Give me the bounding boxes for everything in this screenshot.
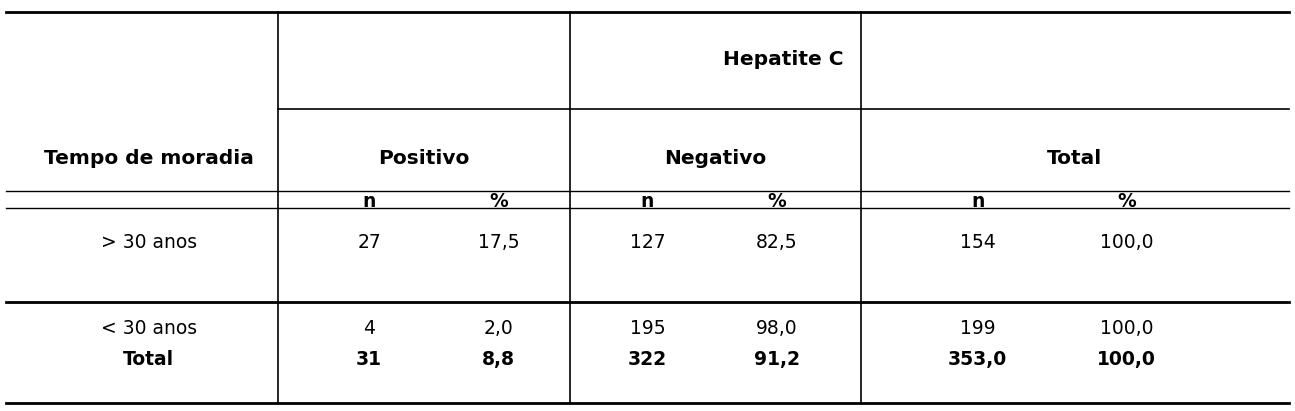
- Text: Negativo: Negativo: [664, 149, 767, 168]
- Text: %: %: [768, 192, 786, 211]
- Text: 82,5: 82,5: [756, 233, 798, 252]
- Text: Total: Total: [1048, 149, 1102, 168]
- Text: 127: 127: [629, 233, 666, 252]
- Text: Hepatite C: Hepatite C: [723, 50, 844, 69]
- Text: n: n: [363, 192, 376, 211]
- Text: 100,0: 100,0: [1097, 350, 1156, 369]
- Text: 91,2: 91,2: [754, 350, 800, 369]
- Text: 27: 27: [357, 233, 381, 252]
- Text: 100,0: 100,0: [1099, 319, 1154, 338]
- Text: Total: Total: [123, 350, 175, 369]
- Text: 199: 199: [960, 319, 996, 338]
- Text: > 30 anos: > 30 anos: [101, 233, 197, 252]
- Text: n: n: [641, 192, 654, 211]
- Text: 322: 322: [628, 350, 667, 369]
- Text: 154: 154: [960, 233, 996, 252]
- Text: < 30 anos: < 30 anos: [101, 319, 197, 338]
- Text: %: %: [1118, 192, 1136, 211]
- Text: 100,0: 100,0: [1099, 233, 1154, 252]
- Text: 195: 195: [629, 319, 666, 338]
- Text: n: n: [971, 192, 984, 211]
- Text: 31: 31: [356, 350, 382, 369]
- Text: 98,0: 98,0: [756, 319, 798, 338]
- Text: 353,0: 353,0: [948, 350, 1008, 369]
- Text: %: %: [490, 192, 508, 211]
- Text: Tempo de moradia: Tempo de moradia: [44, 149, 254, 168]
- Text: 17,5: 17,5: [478, 233, 519, 252]
- Text: 2,0: 2,0: [484, 319, 513, 338]
- Text: 8,8: 8,8: [482, 350, 515, 369]
- Text: 4: 4: [363, 319, 376, 338]
- Text: Positivo: Positivo: [378, 149, 470, 168]
